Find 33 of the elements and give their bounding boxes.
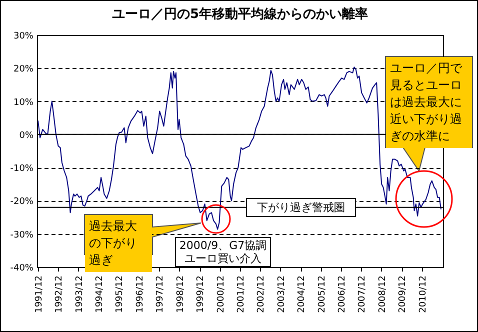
x-tick-label: 2002/12 bbox=[256, 276, 267, 313]
x-tick-label: 2000/12 bbox=[216, 276, 226, 313]
x-tick-label: 2008/12 bbox=[378, 276, 388, 313]
ref-line-label: 下がり過ぎ警戒圏 bbox=[246, 198, 356, 218]
y-tick-label: 30% bbox=[13, 32, 34, 42]
annotation: 2000/9、G7協調ユーロ買い介入 bbox=[175, 237, 271, 267]
chart-title: ユーロ／円の5年移動平均線からのかい離率 bbox=[112, 6, 368, 22]
x-tick-label: 1995/12 bbox=[115, 276, 126, 313]
y-tick-label: -10% bbox=[10, 164, 34, 174]
y-tick-label: -20% bbox=[10, 197, 34, 208]
x-tick-label: 2004/12 bbox=[297, 276, 308, 313]
annotation: ユーロ／円で見るとユーロは過去最大に近い下がり過ぎの水準に bbox=[386, 57, 472, 148]
y-tick-label: 10% bbox=[13, 98, 34, 108]
y-tick-label: 20% bbox=[13, 64, 34, 75]
x-tick-label: 2003/12 bbox=[276, 276, 287, 313]
y-tick-label: -30% bbox=[10, 230, 34, 240]
x-tick-label: 1992/12 bbox=[54, 276, 65, 313]
x-tick-label: 2009/12 bbox=[398, 276, 408, 313]
x-tick-label: 1996/12 bbox=[135, 276, 146, 313]
x-tick-label: 1999/12 bbox=[196, 276, 206, 313]
x-tick-label: 1993/12 bbox=[74, 276, 85, 313]
x-tick-label: 1997/12 bbox=[156, 276, 166, 313]
y-tick-label: -40% bbox=[10, 264, 34, 274]
annotation: 過去最大の下がり過ぎ bbox=[85, 215, 152, 272]
x-tick-label: 1998/12 bbox=[176, 276, 186, 313]
x-tick-label: 2001/12 bbox=[236, 276, 246, 313]
y-tick-label: 0% bbox=[19, 130, 34, 141]
x-tick-label: 1994/12 bbox=[95, 276, 106, 313]
x-tick-label: 1991/12 bbox=[34, 276, 44, 313]
x-tick-label: 2010/12 bbox=[418, 276, 428, 313]
x-tick-label: 2007/12 bbox=[358, 276, 368, 313]
x-tick-label: 2005/12 bbox=[317, 276, 328, 313]
x-tick-label: 2006/12 bbox=[337, 276, 348, 313]
